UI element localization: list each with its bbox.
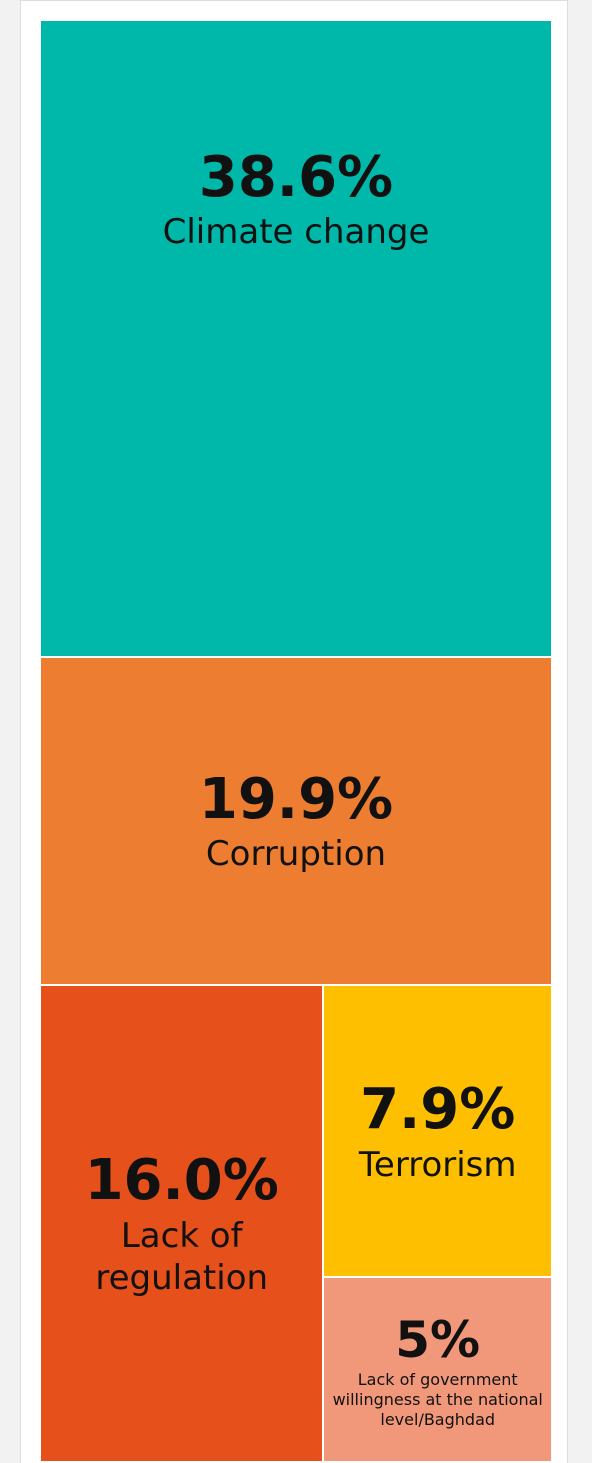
tile: 16.0% Lack of regulation [40,985,324,1462]
category-label: Terrorism [358,1144,517,1185]
value-label: 38.6% [198,144,394,210]
tile: 19.9% Corruption [40,656,552,986]
category-label: Lack of government willingness at the na… [332,1369,543,1429]
value-label: 19.9% [198,767,394,833]
treemap: 38.6% Climate change 19.9% Corruption 16.0% L… [40,20,552,1462]
tile: 5% Lack of government willingness at the … [323,1277,552,1462]
tile: 38.6% Climate change [40,20,552,657]
category-label: Climate change [162,211,430,252]
tile: 7.9% Terrorism [323,985,552,1278]
value-label: 5% [395,1310,481,1369]
category-label: Lack of regulation [95,1215,269,1299]
category-label: Corruption [205,834,387,875]
value-label: 7.9% [360,1077,516,1143]
value-label: 16.0% [84,1148,279,1214]
